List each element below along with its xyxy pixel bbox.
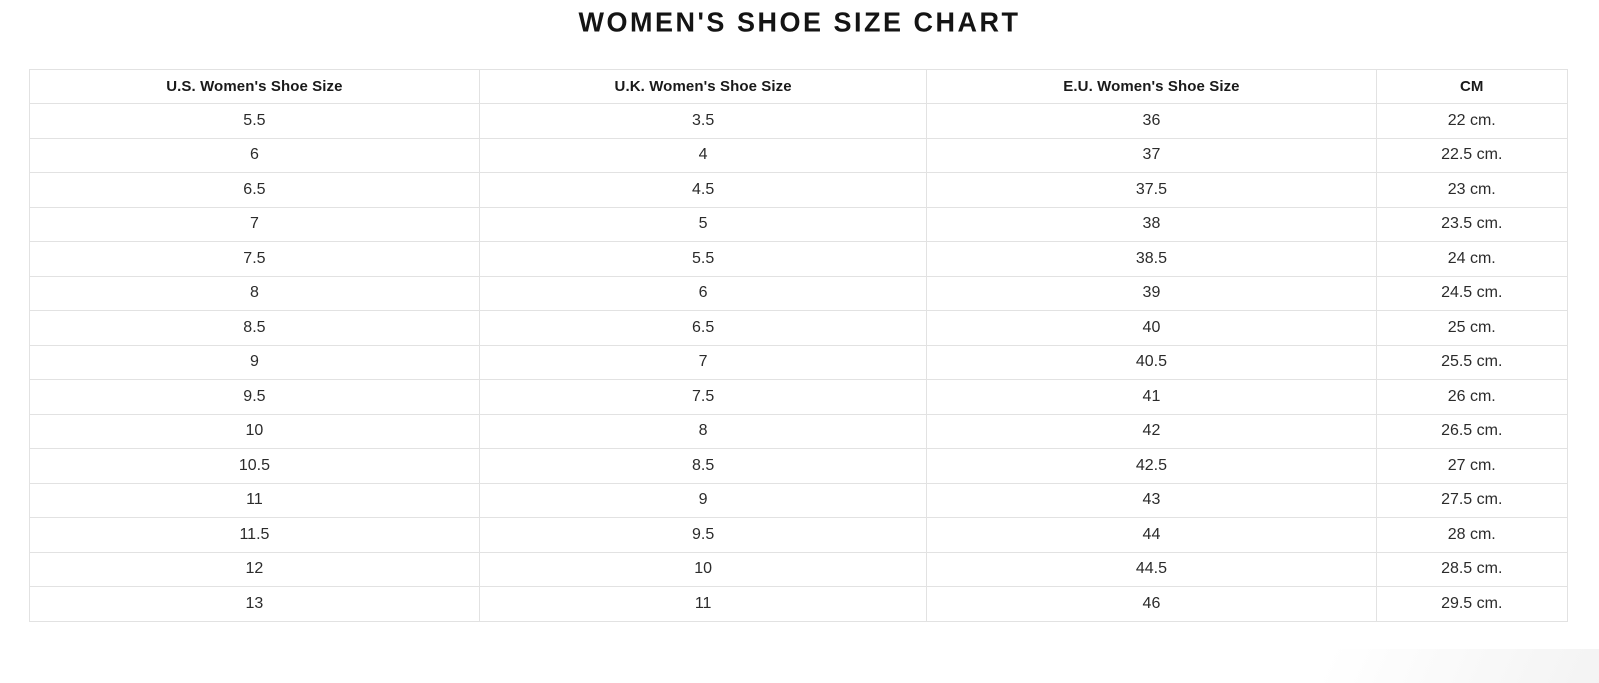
table-cell: 40.5: [926, 344, 1377, 380]
table-cell: 4.5: [478, 172, 928, 208]
table-cell: 6.5: [29, 172, 480, 208]
table-cell: 8.5: [478, 448, 928, 484]
table-cell: 26 cm.: [1375, 379, 1568, 415]
table-cell: 22 cm.: [1375, 103, 1568, 139]
table-cell: 41: [926, 379, 1377, 415]
table-cell: 24.5 cm.: [1375, 275, 1568, 311]
table-row: 8 6 39 24.5 cm.: [29, 275, 1568, 311]
column-header-eu-size: E.U. Women's Shoe Size: [926, 69, 1377, 104]
table-cell: 23.5 cm.: [1375, 206, 1568, 242]
table-cell: 12: [29, 551, 480, 587]
table-cell: 46: [926, 586, 1377, 622]
table-cell: 5.5: [478, 241, 928, 277]
table-cell: 11.5: [29, 517, 480, 553]
table-cell: 22.5 cm.: [1375, 137, 1568, 173]
table-cell: 44.5: [926, 551, 1377, 587]
table-cell: 25 cm.: [1375, 310, 1568, 346]
table-cell: 29.5 cm.: [1375, 586, 1568, 622]
table-cell: 13: [29, 586, 480, 622]
table-cell: 42: [926, 413, 1377, 449]
table-cell: 40: [926, 310, 1377, 346]
table-header: U.S. Women's Shoe Size U.K. Women's Shoe…: [29, 69, 1568, 104]
table-cell: 27 cm.: [1375, 448, 1568, 484]
table-cell: 10: [478, 551, 928, 587]
table-cell: 5.5: [29, 103, 480, 139]
table-row: 6.5 4.5 37.5 23 cm.: [29, 172, 1568, 208]
column-header-cm: CM: [1375, 69, 1568, 104]
table-cell: 7.5: [29, 241, 480, 277]
table-cell: 6.5: [478, 310, 928, 346]
table-cell: 42.5: [926, 448, 1377, 484]
table-cell: 5: [478, 206, 928, 242]
table-cell: 9: [478, 482, 928, 518]
table-cell: 37: [926, 137, 1377, 173]
table-cell: 39: [926, 275, 1377, 311]
table-cell: 8: [29, 275, 480, 311]
table-cell: 38: [926, 206, 1377, 242]
table-cell: 3.5: [478, 103, 928, 139]
table-cell: 24 cm.: [1375, 241, 1568, 277]
table-cell: 8.5: [29, 310, 480, 346]
column-header-us-size: U.S. Women's Shoe Size: [29, 69, 480, 104]
table-cell: 9: [29, 344, 480, 380]
table-cell: 10: [29, 413, 480, 449]
table-cell: 38.5: [926, 241, 1377, 277]
table-cell: 7: [29, 206, 480, 242]
table-cell: 7.5: [478, 379, 928, 415]
table-cell: 11: [478, 586, 928, 622]
table-row: 11 9 43 27.5 cm.: [29, 482, 1568, 518]
table-cell: 11: [29, 482, 480, 518]
table-row: 12 10 44.5 28.5 cm.: [29, 551, 1568, 587]
table-cell: 28.5 cm.: [1375, 551, 1568, 587]
table-cell: 26.5 cm.: [1375, 413, 1568, 449]
table-row: 6 4 37 22.5 cm.: [29, 137, 1568, 173]
table-cell: 7: [478, 344, 928, 380]
column-header-uk-size: U.K. Women's Shoe Size: [478, 69, 928, 104]
table-row: 9 7 40.5 25.5 cm.: [29, 344, 1568, 380]
table-row: 10 8 42 26.5 cm.: [29, 413, 1568, 449]
table-cell: 44: [926, 517, 1377, 553]
page-title: WOMEN'S SHOE SIZE CHART: [578, 6, 1021, 38]
shoe-size-table: U.S. Women's Shoe Size U.K. Women's Shoe…: [29, 69, 1568, 622]
table-row: 9.5 7.5 41 26 cm.: [29, 379, 1568, 415]
corner-shade-decoration: [1179, 649, 1599, 683]
table-row: 11.5 9.5 44 28 cm.: [29, 517, 1568, 553]
table-row: 13 11 46 29.5 cm.: [29, 586, 1568, 622]
table-cell: 6: [478, 275, 928, 311]
table-row: 7 5 38 23.5 cm.: [29, 206, 1568, 242]
table-cell: 10.5: [29, 448, 480, 484]
table-row: 8.5 6.5 40 25 cm.: [29, 310, 1568, 346]
table-cell: 28 cm.: [1375, 517, 1568, 553]
table-cell: 4: [478, 137, 928, 173]
table-cell: 25.5 cm.: [1375, 344, 1568, 380]
table-cell: 37.5: [926, 172, 1377, 208]
table-header-row: U.S. Women's Shoe Size U.K. Women's Shoe…: [29, 69, 1568, 104]
table-body: 5.5 3.5 36 22 cm. 6 4 37 22.5 cm. 6.5 4.5 37.5 23 c…: [29, 103, 1568, 622]
table-cell: 8: [478, 413, 928, 449]
table-cell: 6: [29, 137, 480, 173]
table-row: 10.5 8.5 42.5 27 cm.: [29, 448, 1568, 484]
table-cell: 43: [926, 482, 1377, 518]
table-row: 5.5 3.5 36 22 cm.: [29, 103, 1568, 139]
table-cell: 36: [926, 103, 1377, 139]
table-cell: 23 cm.: [1375, 172, 1568, 208]
table-row: 7.5 5.5 38.5 24 cm.: [29, 241, 1568, 277]
table-cell: 27.5 cm.: [1375, 482, 1568, 518]
table-cell: 9.5: [478, 517, 928, 553]
table-cell: 9.5: [29, 379, 480, 415]
